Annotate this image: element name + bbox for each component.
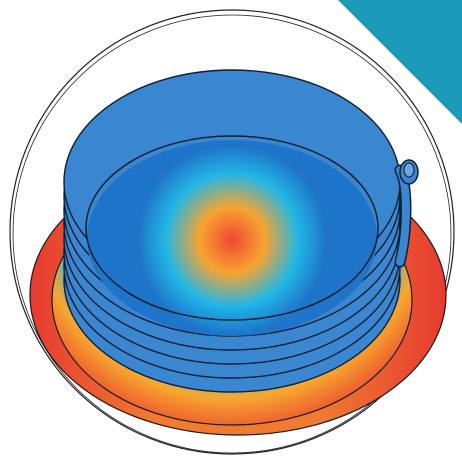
workpiece-heat-map xyxy=(87,140,377,336)
triangle-corner-icon xyxy=(338,0,462,124)
